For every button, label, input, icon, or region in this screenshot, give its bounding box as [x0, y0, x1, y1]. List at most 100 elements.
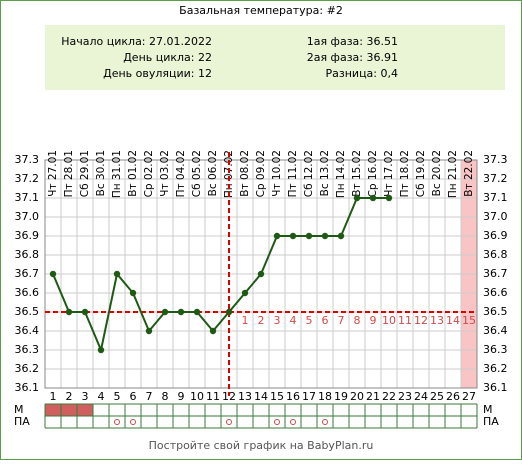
x-tick-label: 2	[66, 390, 73, 403]
temperature-point	[177, 308, 185, 316]
temperature-point	[369, 194, 377, 202]
info-right: 1ая фаза: 36.51	[307, 35, 398, 48]
y-tick-label-right: 37.2	[483, 172, 508, 185]
date-label: Пт 04.02	[175, 150, 187, 197]
x-tick-label: 4	[98, 390, 105, 403]
temperature-point	[209, 327, 217, 335]
date-label: Сб 05.02	[191, 150, 203, 197]
x-tick-label: 12	[222, 390, 236, 403]
phase2-day-label: 5	[306, 314, 313, 327]
temperature-point	[305, 232, 313, 240]
temperature-point	[337, 232, 345, 240]
phase2-day-label: 7	[338, 314, 345, 327]
y-tick-label-right: 37.1	[483, 191, 508, 204]
x-tick-label: 16	[286, 390, 300, 403]
temperature-point	[225, 308, 233, 316]
row-label-right: М	[483, 403, 493, 416]
date-label: Ср 16.02	[367, 150, 379, 197]
temperature-point	[273, 232, 281, 240]
x-tick-label: 3	[82, 390, 89, 403]
x-tick-label: 21	[366, 390, 380, 403]
info-left: День овуляции: 12	[103, 67, 212, 80]
x-tick-label: 7	[146, 390, 153, 403]
info-left: Начало цикла: 27.01.2022	[61, 35, 212, 48]
y-tick-label: 37.3	[15, 153, 40, 166]
date-label: Чт 03.02	[159, 150, 171, 197]
x-tick-label: 15	[270, 390, 284, 403]
y-tick-label-right: 36.7	[483, 267, 508, 280]
temperature-point	[289, 232, 297, 240]
phase2-day-label: 9	[370, 314, 377, 327]
x-tick-label: 26	[446, 390, 460, 403]
date-label: Сб 12.02	[303, 150, 315, 197]
temperature-point	[321, 232, 329, 240]
x-tick-label: 9	[178, 390, 185, 403]
x-tick-label: 25	[430, 390, 444, 403]
y-tick-label: 37.2	[15, 172, 40, 185]
y-tick-label: 36.7	[15, 267, 40, 280]
y-tick-label-right: 36.4	[483, 324, 508, 337]
row-label: ПА	[14, 415, 30, 428]
info-right: 2ая фаза: 36.91	[307, 51, 398, 64]
y-tick-label: 36.1	[15, 381, 40, 394]
phase2-day-label: 6	[322, 314, 329, 327]
menstruation-cell	[77, 404, 93, 416]
date-label: Вт 01.02	[127, 150, 139, 197]
phase2-day-label: 4	[290, 314, 297, 327]
chart-title: Базальная температура: #2	[179, 4, 343, 17]
date-label: Вт 08.02	[239, 150, 251, 197]
x-tick-label: 27	[462, 390, 476, 403]
x-tick-label: 23	[398, 390, 412, 403]
date-label: Чт 10.02	[271, 150, 283, 197]
temperature-point	[113, 270, 121, 278]
date-label: Сб 19.02	[415, 150, 427, 197]
date-label: Чт 27.01	[47, 150, 59, 197]
intercourse-mark	[274, 419, 280, 425]
date-label: Вс 06.02	[207, 150, 219, 196]
x-tick-label: 24	[414, 390, 428, 403]
y-tick-label-right: 37.0	[483, 210, 508, 223]
date-label: Пт 11.02	[287, 150, 299, 197]
x-tick-label: 5	[114, 390, 121, 403]
footer: Постройте свой график на BabyPlan.ru	[149, 439, 374, 452]
date-label: Вс 20.02	[431, 150, 443, 196]
y-tick-label: 36.9	[15, 229, 40, 242]
temperature-point	[241, 289, 249, 297]
y-tick-label-right: 36.5	[483, 305, 508, 318]
y-tick-label: 36.8	[15, 248, 40, 261]
intercourse-mark	[322, 419, 328, 425]
date-label: Вт 15.02	[351, 150, 363, 197]
date-label: Пн 07.02	[223, 150, 235, 198]
temperature-point	[193, 308, 201, 316]
y-tick-label: 37.1	[15, 191, 40, 204]
y-tick-label: 36.5	[15, 305, 40, 318]
temperature-point	[161, 308, 169, 316]
temperature-point	[145, 327, 153, 335]
row-label: М	[14, 403, 24, 416]
temperature-point	[129, 289, 137, 297]
phase2-day-label: 13	[430, 314, 444, 327]
phase2-day-label: 15	[462, 314, 476, 327]
date-label: Вс 30.01	[95, 150, 107, 196]
x-tick-label: 8	[162, 390, 169, 403]
x-tick-label: 14	[254, 390, 268, 403]
phase2-day-label: 11	[398, 314, 412, 327]
temperature-line	[52, 197, 389, 354]
date-label: Вт 22.02	[463, 150, 475, 197]
phase2-day-label: 2	[258, 314, 265, 327]
temperature-point	[97, 346, 105, 354]
phase2-day-label: 12	[414, 314, 428, 327]
intercourse-mark	[114, 419, 120, 425]
x-tick-label: 18	[318, 390, 332, 403]
phase2-day-label: 1	[242, 314, 249, 327]
x-tick-label: 6	[130, 390, 137, 403]
temperature-point	[353, 194, 361, 202]
date-label: Пн 21.02	[447, 150, 459, 198]
temperature-point	[49, 270, 57, 278]
date-label: Пт 28.01	[63, 150, 75, 197]
menstruation-cell	[61, 404, 77, 416]
date-label: Чт 17.02	[383, 150, 395, 197]
plot-border	[44, 159, 478, 389]
y-tick-label: 36.4	[15, 324, 40, 337]
